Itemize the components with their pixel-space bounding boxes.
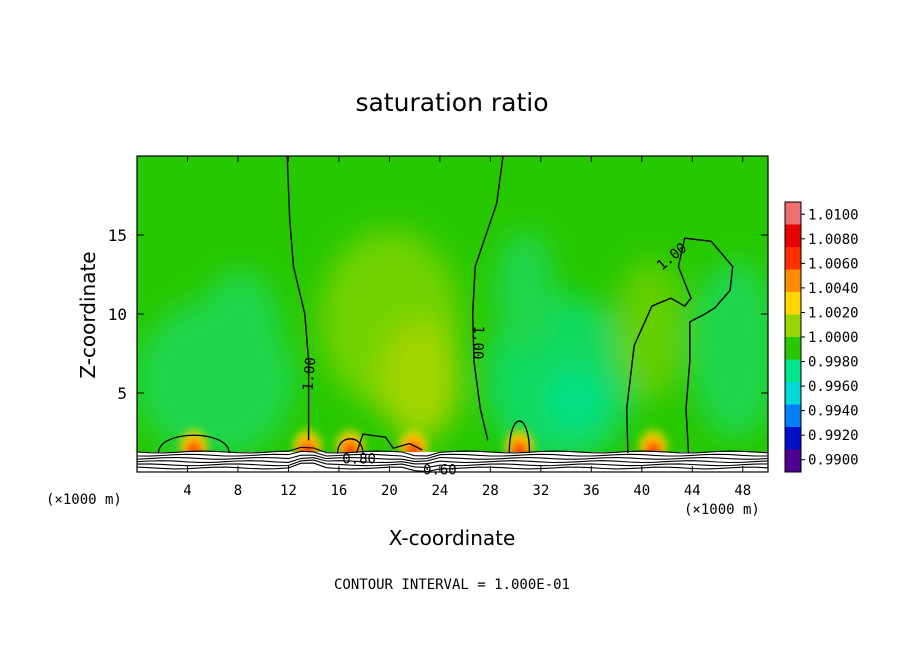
contour-cell-4 <box>355 433 423 454</box>
colorbar: 1.0100 1.0080 1.0060 1.0040 1.0020 1.0000 0.99… <box>784 201 859 473</box>
x-tick-label: 20 <box>381 483 398 499</box>
colorbar-level-label: 1.0040 <box>808 281 859 297</box>
x-tick-label: 4 <box>183 483 191 499</box>
x-tick-label: 28 <box>482 483 499 499</box>
contour-label: 0.60 <box>423 462 457 478</box>
x-tick-label: 32 <box>532 483 549 499</box>
colorbar-segment <box>785 359 801 383</box>
x-tick-label: 36 <box>583 483 600 499</box>
field-layer <box>137 156 768 472</box>
x-tick-label: 12 <box>280 483 297 499</box>
contour-label: 1.00 <box>300 357 319 392</box>
hotspot-5 <box>503 413 536 462</box>
surface-contour-line <box>137 454 768 463</box>
hotspot-group <box>177 413 670 462</box>
colorbar-segment <box>785 427 801 450</box>
colorbar-segment <box>785 224 801 248</box>
colorbar-level-label: 0.9920 <box>808 428 859 444</box>
colorbar-level-label: 0.9900 <box>808 453 859 469</box>
surface-contours <box>137 446 768 472</box>
hotspot-2 <box>291 413 324 462</box>
surface-contour-line <box>137 446 768 457</box>
colorbar-level-label: 1.0080 <box>808 232 859 248</box>
contour-cell-3 <box>508 420 531 454</box>
x-tick-label: 16 <box>330 483 347 499</box>
contour-group <box>157 156 734 454</box>
hotspot-1 <box>177 413 210 462</box>
y-axis: 5 10 15 <box>108 226 768 403</box>
surface-contour-line <box>137 457 768 465</box>
contour-line-1 <box>286 156 310 441</box>
y-tick-label: 10 <box>108 305 127 324</box>
contour-interval-note: CONTOUR INTERVAL = 1.000E-01 <box>333 577 570 593</box>
colorbar-level-label: 0.9940 <box>808 404 859 420</box>
colorbar-segment <box>785 314 801 338</box>
x-tick-label: 48 <box>734 483 751 499</box>
contour-label: 0.80 <box>342 451 376 467</box>
y-tick-label: 15 <box>108 226 127 245</box>
chart-title: saturation ratio <box>355 88 549 117</box>
surface-contour-line <box>137 462 768 472</box>
colorbar-level-label: 0.9960 <box>808 379 859 395</box>
x-tick-label: 24 <box>431 483 448 499</box>
x-axis-label: X-coordinate <box>388 526 516 550</box>
colorbar-segment <box>785 292 801 315</box>
y-tick-label: 5 <box>117 384 127 403</box>
contour-cell-1 <box>157 434 230 454</box>
x-axis: 4 8 12 16 20 24 28 32 36 40 44 48 <box>183 156 751 499</box>
colorbar-level-label: 0.9980 <box>808 355 859 371</box>
x-unit-label-right: (×1000 m) <box>684 502 760 518</box>
colorbar-segment <box>785 269 801 293</box>
colorbar-segment <box>785 337 801 360</box>
colorbar-segment <box>785 247 801 270</box>
contour-cell-2 <box>337 438 364 454</box>
hotspot-6 <box>637 413 670 462</box>
contour-line-3 <box>625 237 734 454</box>
colorbar-segment <box>785 449 801 473</box>
colorbar-segment <box>785 202 801 225</box>
x-unit-label-left: (×1000 m) <box>46 492 122 508</box>
colorbar-segment <box>785 404 801 428</box>
surface-contour-line <box>137 450 768 460</box>
contour-line-2 <box>471 156 504 441</box>
colorbar-level-label: 1.0060 <box>808 256 859 272</box>
x-tick-label: 8 <box>234 483 242 499</box>
surface-contour-line <box>137 459 768 468</box>
x-tick-label: 44 <box>684 483 701 499</box>
colorbar-level-label: 1.0020 <box>808 305 859 321</box>
colorbar-level-label: 1.0100 <box>808 207 859 223</box>
x-tick-label: 40 <box>633 483 650 499</box>
colorbar-segment <box>785 382 801 405</box>
colorbar-level-label: 1.0000 <box>808 330 859 346</box>
contour-label: 1.00 <box>469 325 486 359</box>
